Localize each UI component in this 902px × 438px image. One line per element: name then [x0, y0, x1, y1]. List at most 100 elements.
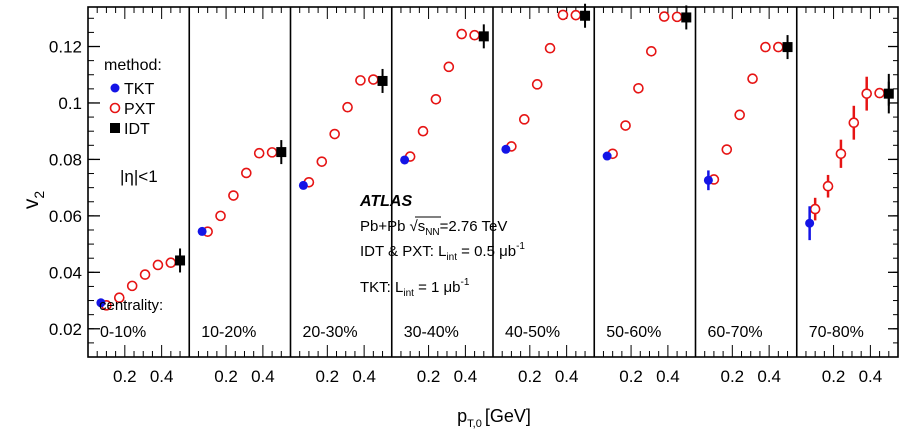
y-tick-label: 0.04 [49, 263, 82, 282]
legend-label-pxt: PXT [124, 101, 155, 118]
lumi1-value: = 0.5 μb [457, 243, 516, 260]
atlas-label: ATLAS [359, 193, 412, 210]
idt-point [175, 255, 186, 266]
pxt-point [809, 203, 821, 215]
collision-system-name: Pb+Pb [360, 218, 405, 235]
pxt-point [126, 280, 138, 292]
x-tick-label: 0.4 [352, 367, 376, 386]
frame-layer [87, 6, 899, 358]
legend: method: TKT PXT IDT [104, 57, 162, 138]
tkt-point [703, 175, 713, 185]
y-axis-title-main: v [20, 198, 43, 209]
x-tick-label: 0.2 [822, 367, 846, 386]
lumi-tkt: TKT: Lint = 1 μb-1 [360, 277, 470, 299]
pxt-point [822, 180, 834, 192]
tkt-point [197, 226, 207, 236]
pxt-point [430, 93, 442, 105]
centrality-label: 50-60% [606, 324, 661, 341]
lumi1-exp: -1 [516, 241, 525, 252]
x-axis-title-unit: [GeV] [485, 406, 531, 426]
y-tick-label: 0.08 [49, 150, 82, 169]
x-tick-label: 0.2 [214, 367, 238, 386]
x-tick-label: 0.4 [454, 367, 478, 386]
pxt-point [518, 114, 530, 125]
pxt-point [760, 41, 771, 53]
pxt-point [355, 75, 366, 86]
x-tick-label: 0.2 [315, 367, 339, 386]
centrality-label: 30-40% [404, 324, 459, 341]
pxt-point [113, 292, 125, 304]
lumi2-exp: -1 [461, 277, 470, 288]
pxt-point [165, 257, 177, 269]
pxt-point [531, 79, 543, 90]
pxt-point [671, 11, 683, 23]
centrality-label: 10-20% [201, 324, 256, 341]
energy-value: =2.76 TeV [440, 218, 508, 235]
x-tick-label: 0.4 [555, 367, 579, 386]
lumi-idt-pxt: IDT & PXT: Lint = 0.5 μb-1 [360, 241, 525, 263]
pxt-point [721, 144, 733, 155]
y-tick-label: 0.06 [49, 207, 82, 226]
tkt-point [400, 155, 410, 165]
pxt-point [241, 167, 252, 179]
panel-70-80%: 0.2 0.4 70-80% [805, 7, 899, 386]
idt-point [681, 12, 692, 23]
tkt-point [298, 180, 308, 190]
x-tick-label: 0.4 [150, 367, 174, 386]
lumi2-prefix: TKT: L [360, 279, 403, 296]
pxt-point [456, 28, 468, 40]
pxt-point [139, 269, 151, 280]
panels-layer: 0.2 0.40-10%0.2 0.410-20%0.2 0.420-30%0.2 0.… [96, 3, 899, 386]
sqrt-sign: √ [409, 218, 418, 235]
panel-60-70%: 0.2 0.4 60-70% [703, 7, 798, 386]
idt-point [782, 42, 793, 53]
centrality-label: 0-10% [100, 324, 146, 341]
pxt-point [570, 9, 582, 21]
energy-sub: NN [425, 227, 439, 238]
atlas-annotation: ATLAS Pb+Pb √sNN=2.76 TeV IDT & PXT: Lint… [359, 193, 525, 299]
idt-point [478, 31, 489, 42]
pxt-point [469, 29, 480, 41]
y-tick-label: 0.1 [58, 94, 82, 113]
y-tick-label: 0.02 [49, 320, 82, 339]
centrality-label: 40-50% [505, 324, 560, 341]
collision-system: Pb+Pb √sNN=2.76 TeV [360, 218, 507, 238]
pxt-point [368, 74, 379, 85]
idt-point [276, 147, 287, 158]
pxt-point [835, 148, 847, 160]
legend-title: method: [104, 57, 162, 74]
pxt-point [646, 46, 657, 57]
centrality-label: 70-80% [809, 324, 864, 341]
idt-point [377, 75, 388, 86]
pxt-point [443, 61, 455, 73]
legend-marker-pxt [109, 102, 121, 114]
legend-marker-tkt [110, 83, 120, 93]
pxt-point [620, 120, 631, 131]
pxt-point [848, 117, 860, 129]
panel-10-20%: 0.2 0.4 10-20% [197, 7, 291, 386]
panel-0-10%: 0.2 0.4 0-10% [96, 7, 190, 386]
pxt-point [861, 88, 873, 99]
pxt-point [557, 9, 569, 21]
x-axis-title-main: p [457, 406, 467, 426]
lumi2-value: = 1 μb [414, 279, 461, 296]
y-axis-title: v2 [20, 191, 47, 210]
pxt-point [734, 109, 745, 121]
pxt-point [874, 87, 885, 99]
tkt-point [805, 218, 815, 228]
panel-30-40%: 0.2 0.4 30-40% [400, 7, 494, 386]
x-tick-label: 0.4 [757, 367, 781, 386]
tkt-point [96, 298, 106, 308]
pxt-point [266, 147, 278, 158]
x-tick-label: 0.2 [113, 367, 137, 386]
panel-40-50%: 0.2 0.4 40-50% [501, 3, 595, 386]
lumi1-sub: int [446, 252, 457, 263]
lumi2-sub: int [403, 288, 414, 299]
centrality-label: 60-70% [708, 324, 763, 341]
lumi1-prefix: IDT & PXT: L [360, 243, 446, 260]
x-tick-label: 0.2 [720, 367, 744, 386]
x-tick-label: 0.2 [619, 367, 643, 386]
pxt-point [342, 101, 353, 113]
x-tick-label: 0.4 [251, 367, 275, 386]
x-tick-label: 0.4 [656, 367, 680, 386]
